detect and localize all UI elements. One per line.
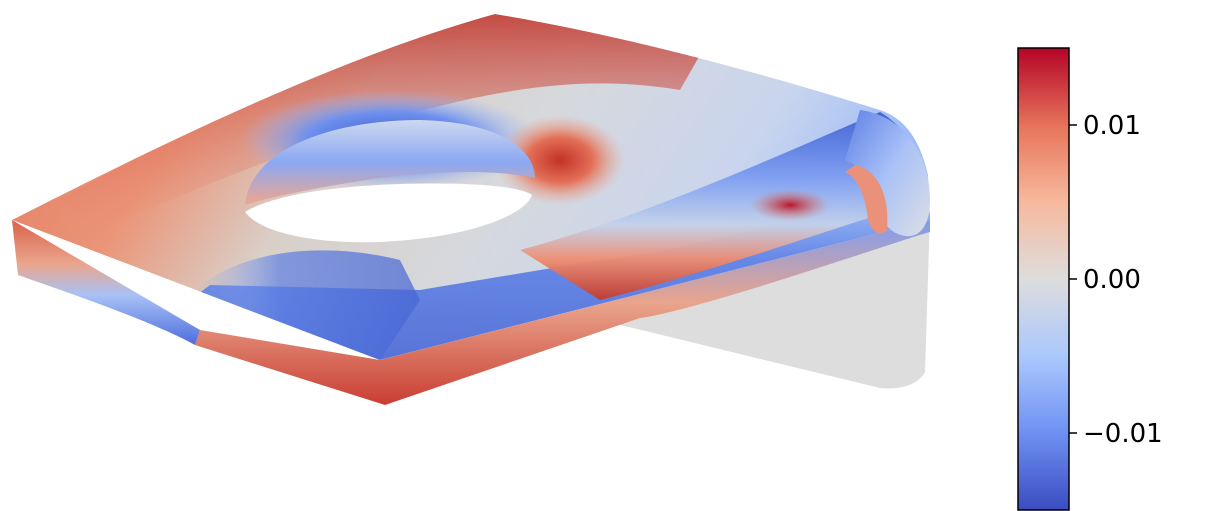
bend-curl <box>845 110 930 237</box>
colorbar-ticks: 0.01 0.00 −0.01 <box>1069 111 1163 449</box>
colorbar-tick-label: 0.01 <box>1083 111 1141 141</box>
colorbar: 0.01 0.00 −0.01 <box>1017 47 1163 511</box>
hole-opening <box>245 183 532 243</box>
bend-curl-inner <box>845 165 888 234</box>
colorbar-tick-label: −0.01 <box>1083 419 1163 449</box>
bracket-3d-render <box>12 14 930 405</box>
colorbar-tick-label: 0.00 <box>1083 265 1141 295</box>
plate-left-edge <box>12 220 200 345</box>
colorbar-gradient <box>1017 47 1070 511</box>
hole-wall <box>245 120 535 205</box>
